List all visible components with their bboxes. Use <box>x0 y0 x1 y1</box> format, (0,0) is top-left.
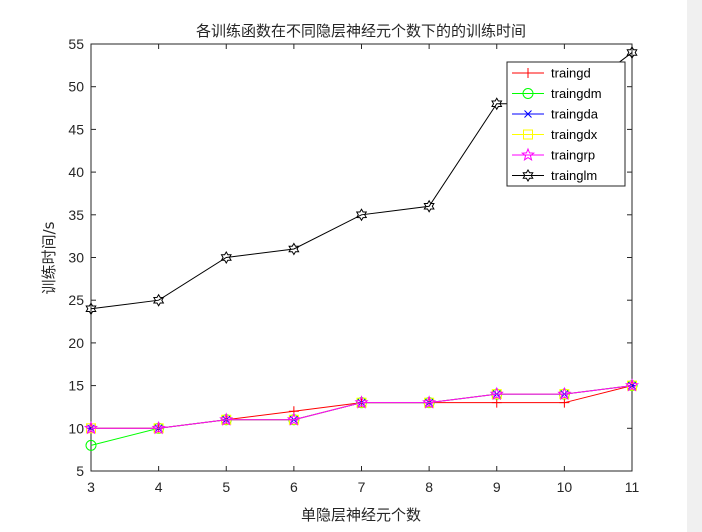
x-tick-label: 11 <box>625 479 640 495</box>
legend-label: traingrp <box>551 148 595 163</box>
y-tick-label: 15 <box>68 378 84 394</box>
legend-label: traingdx <box>551 127 598 142</box>
legend: traingd traingdm traingda traingdx traingrp t… <box>506 61 626 187</box>
y-axis-label: 训练时间/s <box>40 221 58 294</box>
data-point-traingrp <box>151 420 166 435</box>
data-point-trainglm <box>355 208 368 222</box>
legend-label: traingd <box>551 66 591 81</box>
data-point-traingdm <box>85 439 97 451</box>
legend-label: traingda <box>551 107 599 122</box>
legend-item-traingd: traingd <box>512 66 591 81</box>
x-tick-label: 8 <box>425 479 433 495</box>
data-point-trainglm <box>153 293 165 307</box>
y-tick-label: 10 <box>68 420 84 436</box>
y-tick-label: 55 <box>68 36 84 52</box>
data-point-trainglm <box>288 242 300 256</box>
legend-marker <box>522 169 534 182</box>
x-axis: 3 4 5 6 7 8 9 10 11 <box>87 44 639 495</box>
data-point-traingrp <box>219 412 234 426</box>
data-point-traingrp <box>489 386 504 401</box>
legend-label: traingdm <box>551 86 602 101</box>
legend-label: trainglm <box>551 168 597 183</box>
legend-item-traingda: traingda <box>512 107 599 122</box>
chart-title: 各训练函数在不同隐层神经元个数下的的训练时间 <box>196 22 526 40</box>
legend-item-traingrp: traingrp <box>512 148 595 163</box>
y-tick-label: 5 <box>76 463 84 479</box>
legend-item-traingdx: traingdx <box>512 127 598 142</box>
data-point-trainglm <box>491 97 503 111</box>
y-tick-label: 40 <box>68 164 84 180</box>
y-tick-label: 30 <box>68 250 84 266</box>
data-point-traingrp <box>422 395 437 409</box>
y-tick-label: 50 <box>68 79 84 95</box>
window-edge <box>687 0 702 532</box>
legend-marker <box>523 68 533 78</box>
data-point-traingrp <box>624 378 640 392</box>
data-point-trainglm <box>220 251 232 264</box>
legend-item-traingdm: traingdm <box>512 86 602 101</box>
legend-marker <box>520 147 536 161</box>
legend-box <box>506 61 626 187</box>
x-axis-label: 单隐层神经元个数 <box>301 506 421 524</box>
x-tick-label: 7 <box>358 479 366 495</box>
data-point-traingrp <box>557 386 572 401</box>
x-tick-label: 9 <box>493 479 501 495</box>
data-point-traingrp <box>286 412 301 426</box>
legend-item-trainglm: trainglm <box>512 168 597 183</box>
legend-marker <box>522 88 534 99</box>
x-tick-label: 5 <box>222 479 230 495</box>
x-tick-label: 4 <box>155 479 163 495</box>
y-tick-label: 20 <box>68 335 84 351</box>
legend-marker <box>523 110 533 118</box>
series-traingrp <box>83 378 640 435</box>
data-point-traingrp <box>354 395 369 409</box>
x-tick-label: 3 <box>87 479 95 495</box>
legend-marker <box>523 129 533 140</box>
data-point-trainglm <box>85 302 97 316</box>
y-tick-label: 45 <box>68 121 84 137</box>
data-point-trainglm <box>626 46 638 60</box>
x-tick-label: 6 <box>290 479 298 495</box>
data-point-trainglm <box>423 199 435 213</box>
data-point-traingdx <box>627 380 637 391</box>
y-tick-label: 35 <box>68 207 84 223</box>
series-line-traingrp <box>91 385 633 429</box>
x-tick-label: 10 <box>557 479 573 495</box>
y-tick-label: 25 <box>68 292 84 308</box>
data-point-traingrp <box>83 420 99 435</box>
